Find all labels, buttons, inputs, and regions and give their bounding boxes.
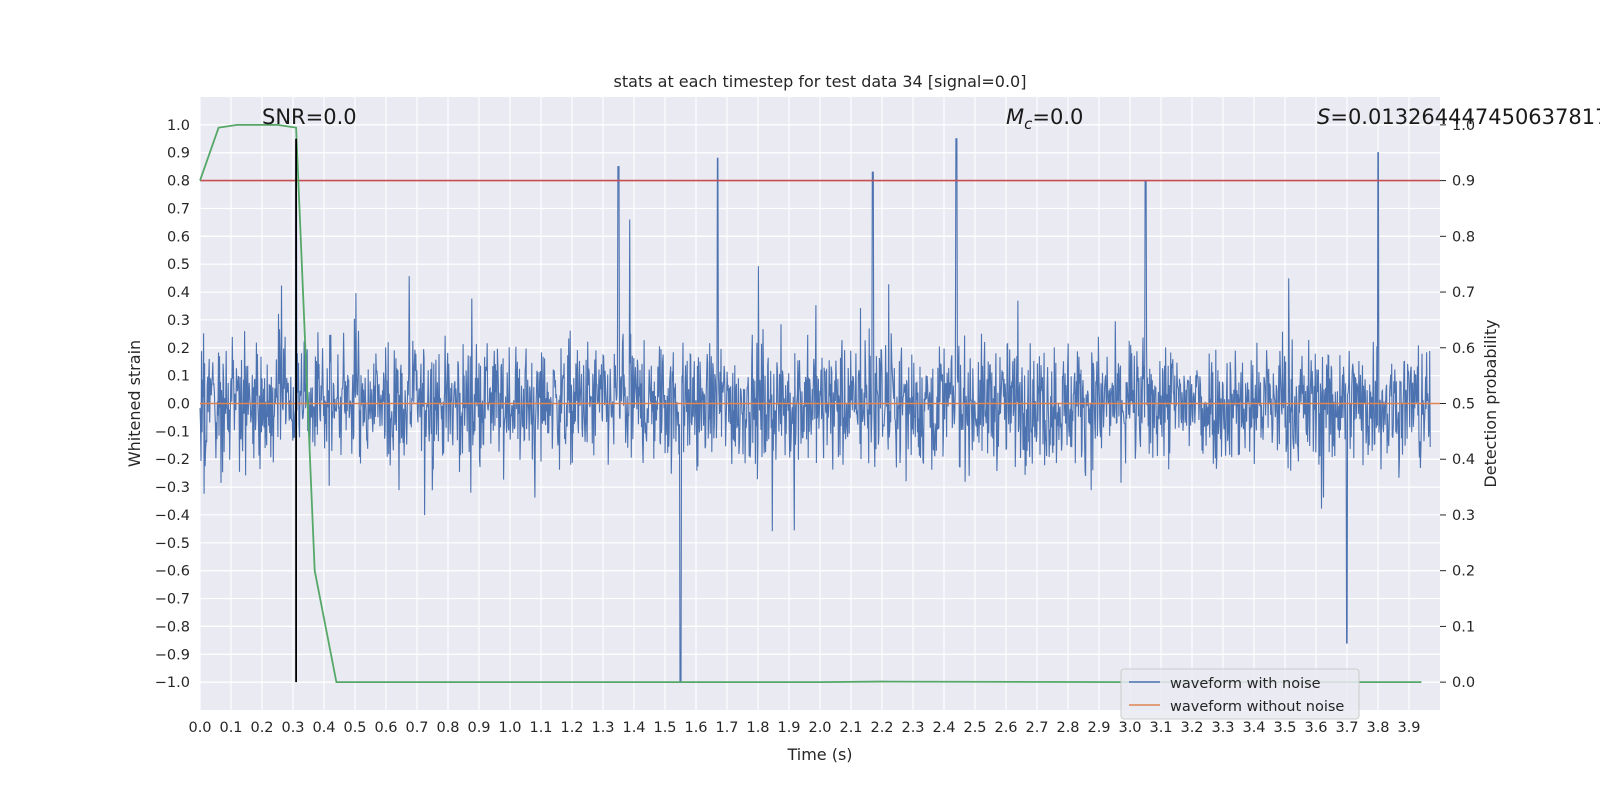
x-tick-label: 3.0: [1118, 720, 1141, 736]
y2-axis-label: Detection probability: [1481, 319, 1500, 487]
y2-tick-label: 0.4: [1452, 452, 1475, 468]
x-tick-label: 1.7: [715, 720, 738, 736]
x-tick-label: 0.6: [374, 720, 397, 736]
y-tick-label: 0.6: [167, 229, 190, 245]
x-tick-label: 2.0: [808, 720, 831, 736]
mc-value: =0.0: [1032, 105, 1083, 129]
y-tick-label: −0.1: [155, 424, 190, 440]
x-tick-label: 3.7: [1335, 720, 1358, 736]
x-tick-label: 2.8: [1056, 720, 1079, 736]
x-tick-label: 3.9: [1397, 720, 1420, 736]
y2-tick-label: 0.1: [1452, 619, 1475, 635]
mc-symbol: M: [1006, 105, 1024, 129]
chart-title: stats at each timestep for test data 34 …: [614, 72, 1027, 91]
y2-tick-label: 0.6: [1452, 341, 1475, 357]
x-tick-label: 1.1: [529, 720, 552, 736]
x-tick-label: 0.4: [312, 720, 335, 736]
x-axis-label: Time (s): [786, 745, 852, 764]
s-symbol: S: [1317, 105, 1330, 129]
y-tick-label: −0.6: [155, 564, 190, 580]
y-tick-label: 0.5: [167, 257, 190, 273]
x-tick-label: 0.2: [250, 720, 273, 736]
y2-tick-label: 0.0: [1452, 675, 1475, 691]
y-tick-label: 0.4: [167, 285, 190, 301]
y2-tick-label: 0.2: [1452, 564, 1475, 580]
series-layer: [199, 123, 1440, 684]
y2-tick-label: 1.0: [1452, 118, 1475, 134]
x-tick-label: 1.0: [498, 720, 521, 736]
x-tick-label: 0.8: [436, 720, 459, 736]
x-tick-label: 2.1: [839, 720, 862, 736]
y-tick-label: 0.3: [167, 313, 190, 329]
x-tick-label: 1.4: [622, 720, 645, 736]
y-tick-label: 0.0: [167, 397, 190, 413]
x-tick-label: 3.8: [1366, 720, 1389, 736]
x-tick-label: 1.2: [560, 720, 583, 736]
x-tick-label: 0.9: [467, 720, 490, 736]
y2-tick-label: 0.7: [1452, 285, 1475, 301]
x-tick-label: 2.6: [994, 720, 1017, 736]
x-tick-label: 0.5: [343, 720, 366, 736]
y2-tick-label: 0.3: [1452, 508, 1475, 524]
x-tick-label: 1.3: [591, 720, 614, 736]
x-tick-label: 2.7: [1025, 720, 1048, 736]
legend-label-noise: waveform with noise: [1170, 676, 1321, 692]
x-tick-label: 1.8: [746, 720, 769, 736]
x-tick-label: 2.5: [963, 720, 986, 736]
s-annotation: S=0.013264447450637817: [1317, 105, 1600, 129]
y-tick-label: 0.8: [167, 174, 190, 190]
series-line-noise: [199, 138, 1431, 683]
y-axis-label: Whitened strain: [125, 340, 144, 467]
x-tick-label: 3.6: [1304, 720, 1327, 736]
y2-tick-label: 0.5: [1452, 397, 1475, 413]
x-tick-label: 1.6: [684, 720, 707, 736]
x-tick-label: 2.2: [870, 720, 893, 736]
ticks: 0.0 0.1 0.2 0.3 0.4 0.5 0.6 0.7 0.8 0.9 1.0 1.1 1.2 1…: [155, 118, 1475, 736]
x-tick-label: 3.2: [1180, 720, 1203, 736]
y2-tick-label: 0.8: [1452, 229, 1475, 245]
y-tick-label: −0.2: [155, 452, 190, 468]
x-tick-label: 0.0: [188, 720, 211, 736]
y-tick-label: 1.0: [167, 118, 190, 134]
mc-subscript: c: [1024, 115, 1033, 133]
x-tick-label: 3.5: [1273, 720, 1296, 736]
y-tick-label: 0.1: [167, 369, 190, 385]
y-tick-label: −0.8: [155, 619, 190, 635]
y-tick-label: −0.7: [155, 592, 190, 608]
x-tick-label: 2.4: [932, 720, 955, 736]
x-tick-label: 3.3: [1211, 720, 1234, 736]
x-tick-label: 0.3: [281, 720, 304, 736]
x-tick-label: 0.1: [219, 720, 242, 736]
series-line-probability: [199, 123, 1422, 684]
snr-annotation: SNR=0.0: [262, 105, 357, 129]
legend-box: [1120, 668, 1360, 720]
y-tick-label: 0.9: [167, 146, 190, 162]
x-tick-label: 1.5: [653, 720, 676, 736]
x-tick-label: 3.1: [1149, 720, 1172, 736]
y-tick-label: −0.9: [155, 647, 190, 663]
y-tick-label: 0.7: [167, 201, 190, 217]
x-tick-label: 2.3: [901, 720, 924, 736]
y-tick-label: −0.4: [155, 508, 190, 524]
legend: waveform with noise waveform without noi…: [1120, 668, 1360, 720]
y-tick-label: 0.2: [167, 341, 190, 357]
mc-annotation: Mc=0.0: [1006, 105, 1083, 133]
y-tick-label: −0.5: [155, 536, 190, 552]
x-tick-label: 3.4: [1242, 720, 1265, 736]
y2-tick-label: 0.9: [1452, 174, 1475, 190]
x-tick-label: 2.9: [1087, 720, 1110, 736]
legend-label-clean: waveform without noise: [1170, 699, 1344, 715]
x-tick-label: 0.7: [405, 720, 428, 736]
y-tick-label: −0.3: [155, 480, 190, 496]
y-tick-label: −1.0: [155, 675, 190, 691]
x-tick-label: 1.9: [777, 720, 800, 736]
s-value: =0.013264447450637817: [1330, 105, 1600, 129]
